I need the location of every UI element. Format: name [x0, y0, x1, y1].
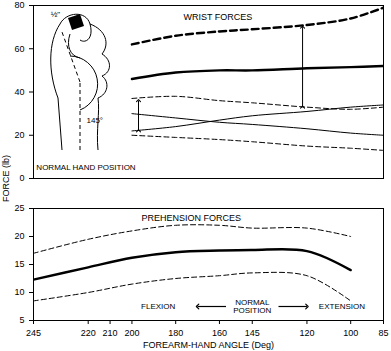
svg-text:120: 120: [299, 328, 314, 338]
svg-text:85: 85: [378, 328, 388, 338]
svg-text:25: 25: [14, 203, 24, 213]
svg-text:FOREARM-HAND ANGLE (Deg): FOREARM-HAND ANGLE (Deg): [143, 340, 274, 350]
svg-text:80: 80: [14, 0, 24, 10]
svg-text:60: 60: [14, 44, 24, 54]
svg-text:½": ½": [51, 10, 61, 19]
svg-text:EXTENSION: EXTENSION: [319, 302, 365, 311]
svg-text:245: 245: [26, 328, 41, 338]
svg-text:210: 210: [103, 328, 118, 338]
svg-text:100: 100: [343, 328, 358, 338]
html-text:FORCE (lb): FORCE (lb): [1, 155, 11, 202]
svg-text:160: 160: [212, 328, 227, 338]
svg-text:10: 10: [14, 287, 24, 297]
svg-text:20: 20: [14, 130, 24, 140]
svg-text:20: 20: [14, 231, 24, 241]
svg-text:180: 180: [168, 328, 183, 338]
svg-text:15: 15: [14, 259, 24, 269]
svg-text:NORMALPOSITION: NORMALPOSITION: [233, 298, 271, 315]
svg-text:145: 145: [245, 328, 260, 338]
svg-text:145°: 145°: [86, 116, 103, 125]
svg-text:FLEXION: FLEXION: [141, 302, 175, 311]
svg-text:40: 40: [14, 87, 24, 97]
svg-text:5: 5: [19, 315, 24, 325]
svg-text:NORMAL HAND POSITION: NORMAL HAND POSITION: [36, 163, 135, 172]
svg-text:200: 200: [124, 328, 139, 338]
svg-text:0: 0: [19, 173, 24, 183]
svg-text:220: 220: [81, 328, 96, 338]
svg-text:PREHENSION FORCES: PREHENSION FORCES: [142, 213, 242, 223]
svg-text:WRIST FORCES: WRIST FORCES: [184, 12, 253, 22]
